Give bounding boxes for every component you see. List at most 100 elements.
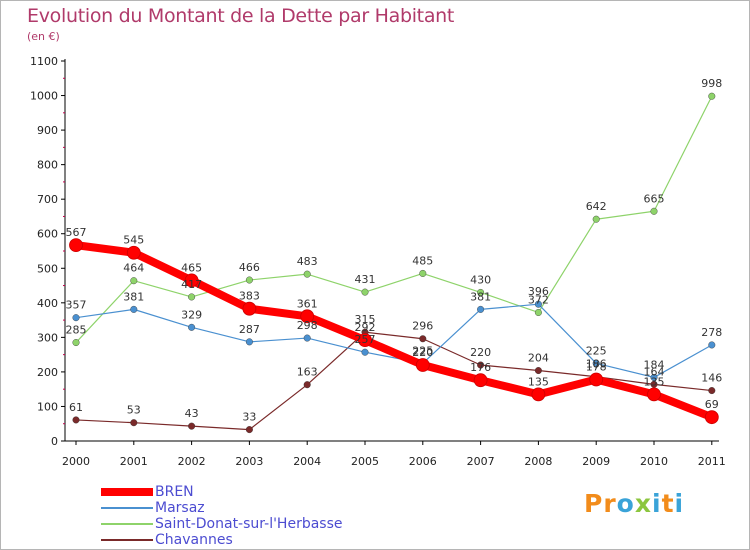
legend-label: Chavannes [155,532,233,548]
x-tick-label: 2002 [178,455,206,468]
data-label: 545 [123,234,144,247]
data-label: 61 [69,401,83,414]
series-point [477,288,485,296]
data-label: 329 [181,308,202,321]
data-label: 163 [297,366,318,379]
series-point [303,381,311,389]
logo-letter: t [661,489,675,518]
series-point [72,339,80,347]
series-line-1 [75,303,713,379]
y-tick-label: 100 [37,400,58,413]
legend-item: BREN [101,484,343,500]
x-tick-label: 2001 [120,455,148,468]
x-tick-label: 2000 [62,455,90,468]
series-point [303,334,311,342]
data-label: 43 [185,407,199,420]
x-tick-label: 2011 [698,455,726,468]
series-point [534,367,542,375]
y-tick-label: 400 [37,297,58,310]
data-label: 642 [586,200,607,213]
y-tick-label: 0 [51,435,58,448]
x-tick-label: 2009 [582,455,610,468]
data-label: 296 [412,320,433,333]
series-point [704,410,719,425]
series-point [592,359,600,367]
series-point [708,387,716,395]
series-point [361,348,369,356]
series-point [419,335,427,343]
logo-letter: o [616,489,635,518]
y-tick-label: 500 [37,262,58,275]
series-point [72,314,80,322]
legend-swatch [101,523,153,525]
series-point [477,305,485,313]
legend-label: Marsaz [155,500,205,516]
series-point [300,309,315,324]
series-point [650,207,658,215]
data-label: 665 [644,192,665,205]
x-tick-label: 2003 [235,455,263,468]
y-tick-label: 1000 [30,90,58,103]
logo-letter: P [584,489,604,518]
data-label: 381 [123,290,144,303]
data-label: 298 [297,319,318,332]
logo-letter: x [634,489,652,518]
series-point [415,358,430,372]
series-point [419,269,427,277]
legend-item: Marsaz [101,500,343,516]
data-label: 278 [701,326,722,339]
series-point [245,276,253,284]
data-label: 186 [586,358,607,371]
data-label: 357 [66,299,87,312]
series-point [188,422,196,430]
y-tick-label: 800 [37,159,58,172]
series-point [534,300,542,308]
x-tick-label: 2006 [409,455,437,468]
series-point [126,245,141,260]
series-point [473,373,488,388]
series-point [531,387,546,402]
data-label: 135 [644,375,665,388]
series-point [647,387,661,402]
legend-swatch [101,507,153,509]
data-label: 33 [242,411,256,424]
y-tick-label: 700 [37,193,58,206]
series-point [589,372,604,387]
data-label: 383 [239,290,260,303]
legend-swatch [101,488,153,496]
legend-label: BREN [155,484,194,500]
series-point [130,305,138,313]
data-label: 225 [412,344,433,357]
x-tick-label: 2004 [293,455,321,468]
data-label: 225 [586,344,607,357]
data-label: 257 [355,333,376,346]
y-tick-label: 600 [37,228,58,241]
data-label: 567 [66,226,87,239]
series-point [69,238,83,253]
legend-item: Chavannes [101,532,343,548]
data-label: 287 [239,323,260,336]
data-label: 220 [470,346,491,359]
data-label: 164 [644,365,665,378]
data-label: 465 [181,261,202,274]
logo-letter: i [674,489,685,518]
data-label: 292 [355,321,376,334]
logo-letter: i [652,489,662,518]
series-point [303,270,311,278]
series-point [242,301,257,316]
data-label: 361 [297,297,318,310]
data-label: 430 [470,273,491,286]
data-label: 220 [412,346,433,359]
data-label: 396 [528,285,549,298]
data-label: 466 [239,261,260,274]
logo-letter: r [603,489,617,518]
chart-unit-label: (en €) [27,30,60,43]
series-point [708,92,716,100]
x-tick-label: 2007 [467,455,495,468]
data-label: 176 [470,361,491,374]
legend-item: Saint-Donat-sur-l'Herbasse [101,516,343,532]
x-tick-label: 2010 [640,455,668,468]
series-point [184,273,199,288]
data-label: 485 [412,254,433,267]
